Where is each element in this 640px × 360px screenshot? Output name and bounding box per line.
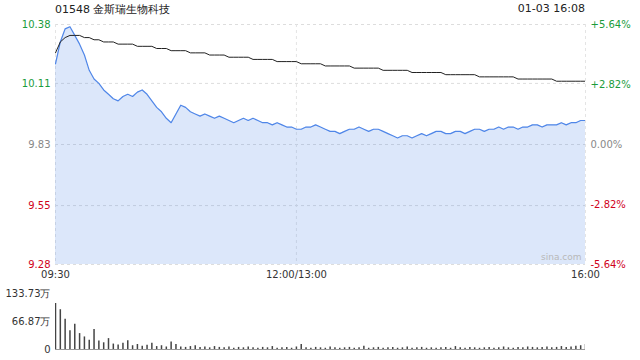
svg-text:0: 0 [44,344,50,355]
html-text:01-03 16:08: 01-03 16:08 [517,2,585,15]
svg-text:9.28: 9.28 [28,258,51,270]
svg-text:+5.64%: +5.64% [591,19,631,30]
svg-text:133.73万: 133.73万 [6,288,51,299]
svg-text:09:30: 09:30 [41,269,70,280]
svg-text:-5.64%: -5.64% [591,259,626,270]
svg-text:10.11: 10.11 [22,78,51,89]
svg-text:12:00/13:00: 12:00/13:00 [266,269,327,280]
svg-text:sina.com: sina.com [541,252,582,262]
html-text:01548 金斯瑞生物科技: 01548 金斯瑞生物科技 [55,3,171,16]
svg-text:9.83: 9.83 [28,139,50,150]
svg-text:16:00: 16:00 [571,269,600,280]
svg-text:-2.82%: -2.82% [591,199,626,210]
svg-text:0.00%: 0.00% [591,139,623,150]
svg-text:+2.82%: +2.82% [591,79,631,90]
svg-text:9.55: 9.55 [28,200,50,211]
svg-text:66.87万: 66.87万 [12,316,51,327]
svg-text:10.38: 10.38 [22,19,51,30]
